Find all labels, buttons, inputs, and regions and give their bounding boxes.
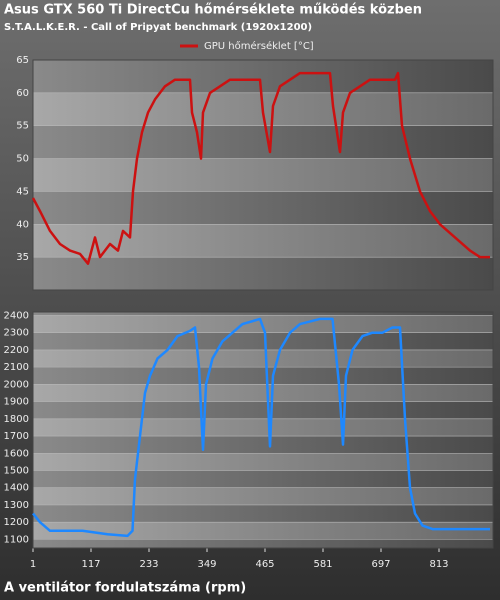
y-tick-label: 2400	[4, 310, 29, 321]
chart-title: A ventilátor fordulatszáma (rpm)	[4, 581, 246, 596]
y-tick-label: 1600	[4, 448, 29, 459]
plot-band	[33, 312, 493, 316]
plot-band	[33, 332, 493, 350]
plot-frame	[32, 311, 494, 549]
y-tick-label: 60	[16, 88, 29, 99]
y-tick-label: 2000	[4, 379, 29, 390]
y-tick-label: 1700	[4, 431, 29, 442]
plot-band	[33, 487, 493, 505]
plot-band	[33, 436, 493, 454]
y-tick-label: 40	[16, 219, 29, 230]
plot-band	[33, 539, 493, 548]
y-tick-label: 45	[16, 186, 29, 197]
plot-band	[33, 418, 493, 437]
y-tick-label: 1800	[4, 414, 29, 425]
legend-label: GPU hőmérséklet [°C]	[204, 40, 314, 52]
plot-band	[33, 453, 493, 471]
plot-band	[33, 401, 493, 419]
plot-band	[33, 125, 493, 159]
data-line	[31, 71, 490, 265]
x-tick-label: 117	[81, 559, 100, 570]
data-line	[32, 317, 490, 538]
plot-band	[33, 224, 493, 258]
x-tick-label: 233	[139, 559, 158, 570]
y-tick-label: 1300	[4, 500, 29, 511]
y-tick-label: 1400	[4, 483, 29, 494]
x-tick-label: 465	[255, 559, 274, 570]
plot-band	[33, 384, 493, 402]
y-tick-label: 1500	[4, 465, 29, 476]
plot-band	[33, 158, 493, 192]
plot-band	[33, 470, 493, 488]
y-tick-label: 50	[16, 154, 29, 165]
y-tick-label: 1200	[4, 517, 29, 528]
plot-band	[33, 191, 493, 225]
y-tick-label: 55	[16, 121, 29, 132]
x-tick-label: 697	[371, 559, 390, 570]
x-tick-label: 813	[429, 559, 448, 570]
y-tick-label: 2300	[4, 328, 29, 339]
plot-band	[33, 504, 493, 523]
plot-frame	[32, 59, 494, 291]
x-tick-label: 349	[197, 559, 216, 570]
plot-band	[33, 60, 493, 93]
plot-band	[33, 522, 493, 540]
x-tick-label: 1	[30, 559, 36, 570]
chart-title: Asus GTX 560 Ti DirectCu hőmérséklete mű…	[4, 3, 422, 18]
y-tick-label: 2100	[4, 362, 29, 373]
y-tick-label: 65	[16, 55, 29, 66]
x-tick-label: 581	[313, 559, 332, 570]
y-tick-label: 35	[16, 252, 29, 263]
plot-band	[33, 349, 493, 368]
y-tick-label: 1900	[4, 397, 29, 408]
y-tick-label: 1100	[4, 534, 29, 545]
plot-band	[33, 367, 493, 385]
chart-subtitle: S.T.A.L.K.E.R. - Call of Pripyat benchma…	[4, 22, 312, 33]
plot-band	[33, 257, 493, 290]
y-tick-label: 2200	[4, 345, 29, 356]
